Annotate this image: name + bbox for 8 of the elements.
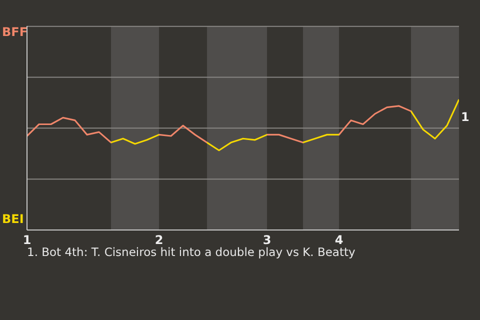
text: BEI: [2, 212, 24, 226]
x-tick-label: 3: [262, 233, 272, 247]
text: BFF: [2, 25, 28, 39]
text: 1: [461, 110, 470, 124]
x-tick-label: 4: [334, 233, 344, 247]
text: 1. Bot 4th: T. Cisneiros hit into a double play vs K. Beatty: [27, 245, 356, 259]
x-tick-label: 2: [154, 233, 164, 247]
x-tick-label: 1: [22, 233, 32, 247]
